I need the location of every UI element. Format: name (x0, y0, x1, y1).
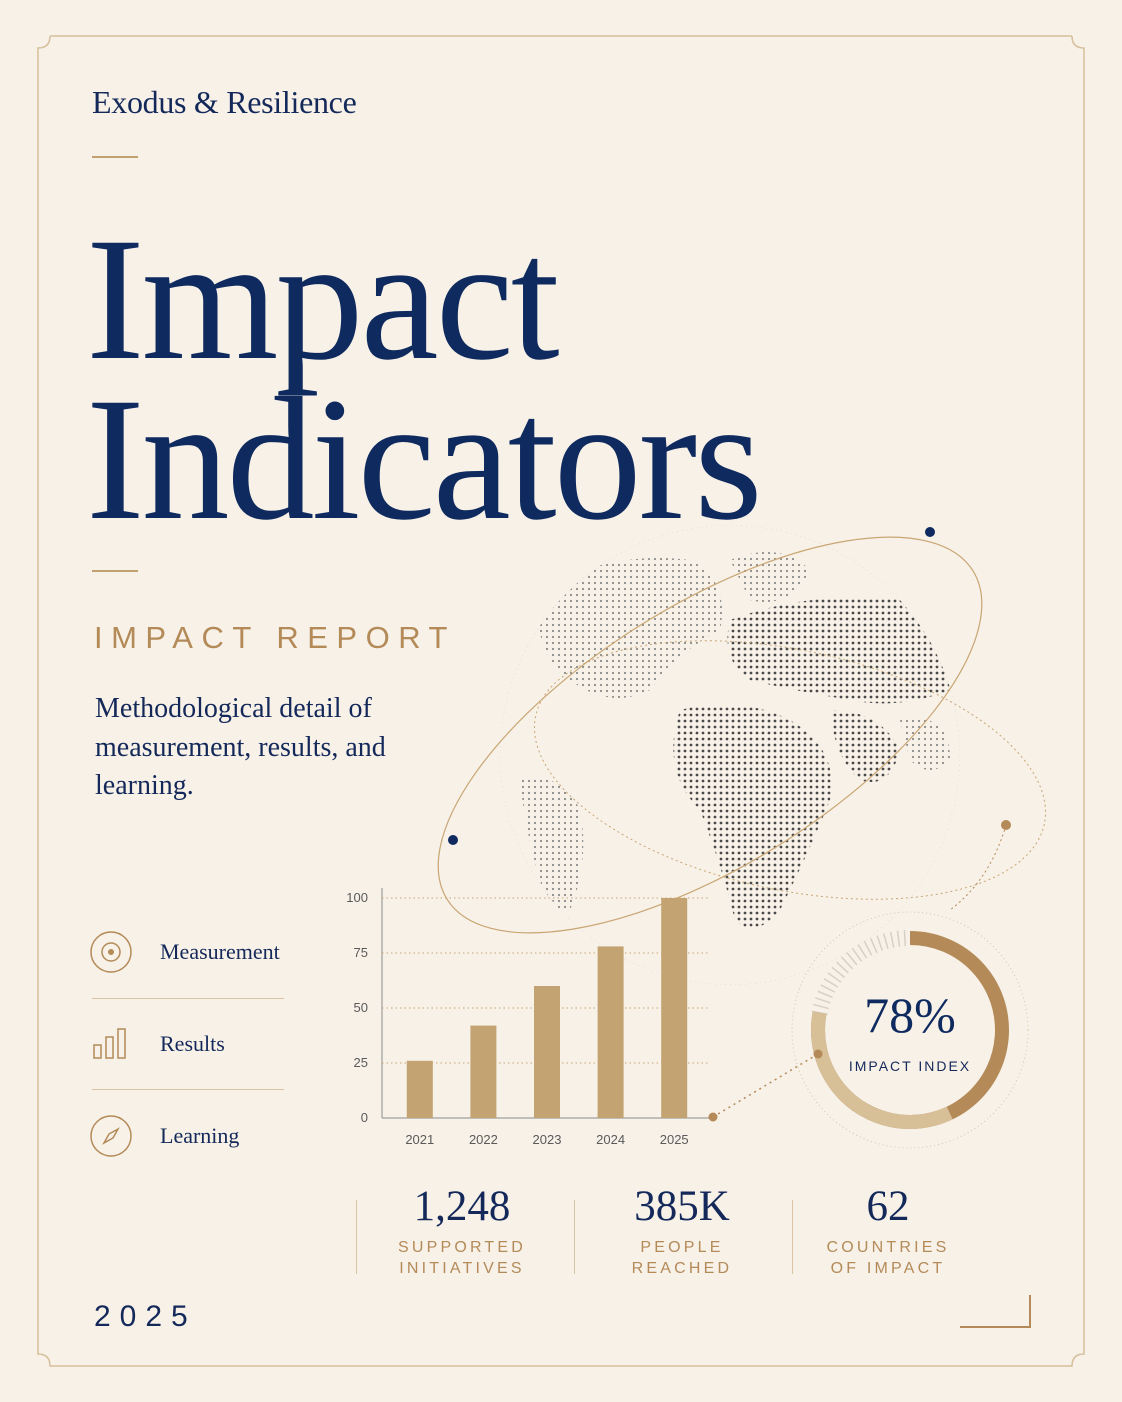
connector-line (708, 1049, 823, 1122)
stat-countries: 62 COUNTRIES OF IMPACT (788, 1182, 988, 1279)
donut-remaining-tick (846, 952, 858, 966)
bar-2024 (597, 946, 624, 1118)
corner-mark (960, 1295, 1031, 1328)
donut-remaining-tick (896, 930, 901, 947)
nav-divider (92, 1089, 284, 1090)
x-tick-label: 2021 (405, 1132, 434, 1147)
donut-remaining-tick (820, 984, 836, 993)
nav-divider (92, 998, 284, 999)
bar-chart-icon (93, 1028, 126, 1059)
donut-remaining-tick (876, 935, 884, 951)
donut-remaining-tick (840, 956, 854, 970)
target-icon (90, 931, 132, 973)
x-tick-label: 2024 (596, 1132, 625, 1147)
compass-icon (90, 1115, 132, 1157)
nav-item-results[interactable]: Results (90, 1022, 286, 1066)
stat-label-line: SUPPORTED (397, 1239, 527, 1256)
stat-label-line: PEOPLE (640, 1239, 724, 1256)
divider-rule (92, 570, 138, 572)
stat-label: SUPPORTED INITIATIVES (362, 1237, 562, 1279)
y-tick-label: 25 (354, 1055, 368, 1070)
stat-label: PEOPLE REACHED (582, 1237, 782, 1279)
nav-label: Learning (160, 1123, 240, 1148)
y-tick-label: 100 (346, 890, 368, 905)
nav-item-learning[interactable]: Learning (90, 1114, 286, 1158)
donut-remaining-tick (863, 940, 873, 956)
subtitle: Methodological detail of measurement, re… (95, 693, 386, 801)
stat-number: 62 (866, 1183, 910, 1230)
impact-bar-chart: 0 25 50 75 100 2021 2022 2023 2024 2025 (346, 888, 710, 1147)
x-tick-label: 2022 (469, 1132, 498, 1147)
donut-remaining-tick (851, 947, 863, 962)
donut-remaining-tick (836, 961, 849, 974)
stat-label-line: REACHED (631, 1260, 733, 1277)
donut-remaining-tick (813, 1003, 829, 1010)
donut-remaining-tick (827, 972, 842, 983)
donut-remaining-tick (889, 931, 895, 948)
stat-divider (792, 1200, 793, 1274)
stat-number: 1,248 (413, 1183, 511, 1230)
divider-rule (92, 156, 138, 158)
stat-people-reached: 385K PEOPLE REACHED (582, 1182, 782, 1279)
brand-name: Exodus & Resilience (92, 84, 357, 120)
stat-divider (574, 1200, 575, 1274)
nav-label: Measurement (160, 939, 280, 964)
stat-label: COUNTRIES OF IMPACT (788, 1237, 988, 1279)
impact-index-donut (791, 911, 1029, 1149)
page-title-line2: Indicators (86, 362, 763, 557)
y-tick-label: 0 (361, 1110, 368, 1125)
y-tick-label: 50 (354, 1000, 368, 1015)
bar-2025 (661, 898, 688, 1118)
donut-remaining-tick (823, 978, 839, 988)
bar-2022 (470, 1025, 497, 1118)
donut-remaining-tick (883, 933, 889, 950)
impact-index-label: IMPACT INDEX (848, 1058, 972, 1074)
impact-index-value: 78% (864, 987, 956, 1043)
report-year: 2025 (94, 1300, 197, 1333)
nav-item-measurement[interactable]: Measurement (90, 930, 286, 974)
orbit-node (448, 835, 458, 845)
donut-progress-arc-light (811, 1011, 953, 1129)
donut-outer-ring (791, 911, 1029, 1149)
orbit-node (925, 527, 935, 537)
stat-label-line: INITIATIVES (399, 1260, 525, 1277)
stat-label-line: OF IMPACT (830, 1260, 946, 1277)
report-kicker: IMPACT REPORT (94, 620, 456, 655)
page-title-line1: Impact (86, 202, 560, 397)
donut-remaining-tick (831, 966, 846, 978)
donut-remaining-tick (817, 990, 833, 999)
bar-2023 (534, 986, 560, 1118)
donut-remaining-tick (815, 997, 831, 1004)
nav-label: Results (160, 1031, 225, 1056)
y-tick-label: 75 (354, 945, 368, 960)
donut-remaining-tick (857, 944, 868, 959)
globe-illustration (437, 525, 1047, 985)
donut-remaining-tick (903, 930, 907, 947)
x-tick-label: 2025 (660, 1132, 689, 1147)
bar-2021 (406, 1060, 433, 1118)
donut-remaining-tick (869, 937, 878, 954)
x-tick-label: 2023 (533, 1132, 562, 1147)
stat-divider (356, 1200, 357, 1274)
stat-label-line: COUNTRIES (826, 1239, 950, 1256)
stat-supported-initiatives: 1,248 SUPPORTED INITIATIVES (362, 1182, 562, 1279)
stat-number: 385K (634, 1183, 730, 1230)
